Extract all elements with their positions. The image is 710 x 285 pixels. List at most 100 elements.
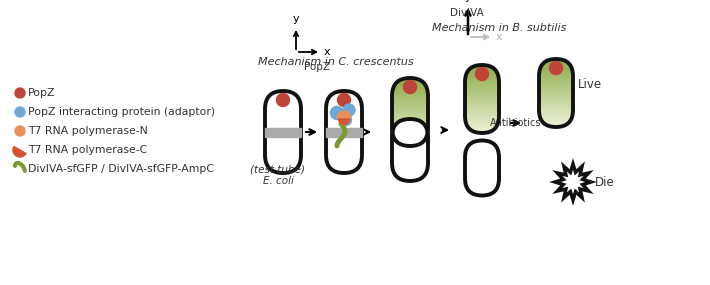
Bar (465, 67, 499, 68)
Bar (539, 58, 573, 60)
Bar (465, 66, 499, 68)
Bar (392, 123, 428, 125)
Bar (539, 66, 573, 68)
Bar (539, 77, 573, 79)
Bar (539, 115, 573, 117)
Bar (392, 84, 428, 85)
Bar (392, 95, 428, 97)
Text: Die: Die (595, 176, 615, 188)
Bar (392, 87, 428, 88)
Bar (539, 107, 573, 108)
Bar (392, 135, 428, 137)
Bar (392, 144, 428, 145)
Bar (392, 105, 428, 107)
Bar (392, 111, 428, 112)
Bar (465, 132, 499, 133)
Bar (465, 94, 499, 95)
Bar (539, 93, 573, 94)
Bar (392, 102, 428, 103)
Bar (392, 140, 428, 141)
Bar (392, 78, 428, 80)
Bar (539, 123, 573, 125)
Bar (465, 117, 499, 119)
Bar (392, 96, 428, 97)
Text: DivIVA: DivIVA (450, 8, 484, 18)
Circle shape (550, 62, 562, 74)
Bar (465, 109, 499, 110)
Bar (465, 97, 499, 98)
Bar (392, 79, 428, 81)
Bar (465, 113, 499, 114)
Bar (465, 121, 499, 123)
Text: Antibiotics: Antibiotics (490, 118, 542, 128)
Bar (392, 139, 428, 140)
Bar (539, 102, 573, 103)
Bar (465, 104, 499, 106)
Bar (465, 90, 499, 91)
Bar (392, 98, 428, 99)
Text: Mechanism in C. crescentus: Mechanism in C. crescentus (258, 57, 414, 67)
Bar (539, 69, 573, 70)
Bar (465, 76, 499, 78)
Bar (465, 127, 499, 128)
Bar (465, 115, 499, 116)
Bar (465, 78, 499, 80)
Bar (539, 61, 573, 62)
Bar (465, 125, 499, 126)
Bar (465, 121, 499, 122)
Bar (392, 136, 428, 137)
Bar (392, 127, 428, 128)
Bar (539, 108, 573, 109)
Bar (392, 99, 428, 101)
Bar (465, 98, 499, 99)
Bar (392, 134, 428, 135)
Bar (326, 128, 362, 137)
Bar (392, 109, 428, 110)
Bar (465, 110, 499, 112)
Bar (465, 87, 499, 89)
Circle shape (476, 68, 488, 80)
Bar (392, 89, 428, 90)
Bar (465, 108, 499, 109)
Bar (392, 117, 428, 119)
Bar (392, 86, 428, 87)
Bar (539, 111, 573, 113)
Bar (392, 83, 428, 84)
Bar (539, 64, 573, 66)
Bar (392, 116, 428, 117)
Bar (539, 59, 573, 61)
Bar (465, 68, 499, 69)
Bar (539, 103, 573, 104)
Bar (539, 121, 573, 123)
Bar (539, 87, 573, 89)
Bar (465, 120, 499, 121)
Bar (392, 100, 428, 102)
Bar (392, 120, 428, 121)
Bar (465, 130, 499, 131)
Bar (392, 112, 428, 114)
Bar (465, 127, 499, 129)
Bar (392, 124, 428, 126)
Bar (539, 76, 573, 77)
Bar (539, 68, 573, 69)
Bar (539, 73, 573, 74)
Bar (392, 82, 428, 83)
Circle shape (337, 93, 351, 107)
Bar (265, 128, 301, 137)
Polygon shape (555, 164, 591, 200)
Bar (465, 128, 499, 130)
Bar (465, 100, 499, 101)
Wedge shape (339, 119, 349, 125)
Bar (392, 143, 428, 144)
Bar (392, 117, 428, 118)
Bar (539, 90, 573, 91)
Bar (465, 118, 499, 119)
Bar (392, 119, 428, 121)
Bar (539, 86, 573, 87)
Bar (465, 89, 499, 91)
Bar (392, 133, 428, 134)
Text: PopZ: PopZ (28, 88, 55, 98)
FancyBboxPatch shape (465, 141, 499, 196)
Bar (539, 97, 573, 99)
Bar (539, 82, 573, 84)
